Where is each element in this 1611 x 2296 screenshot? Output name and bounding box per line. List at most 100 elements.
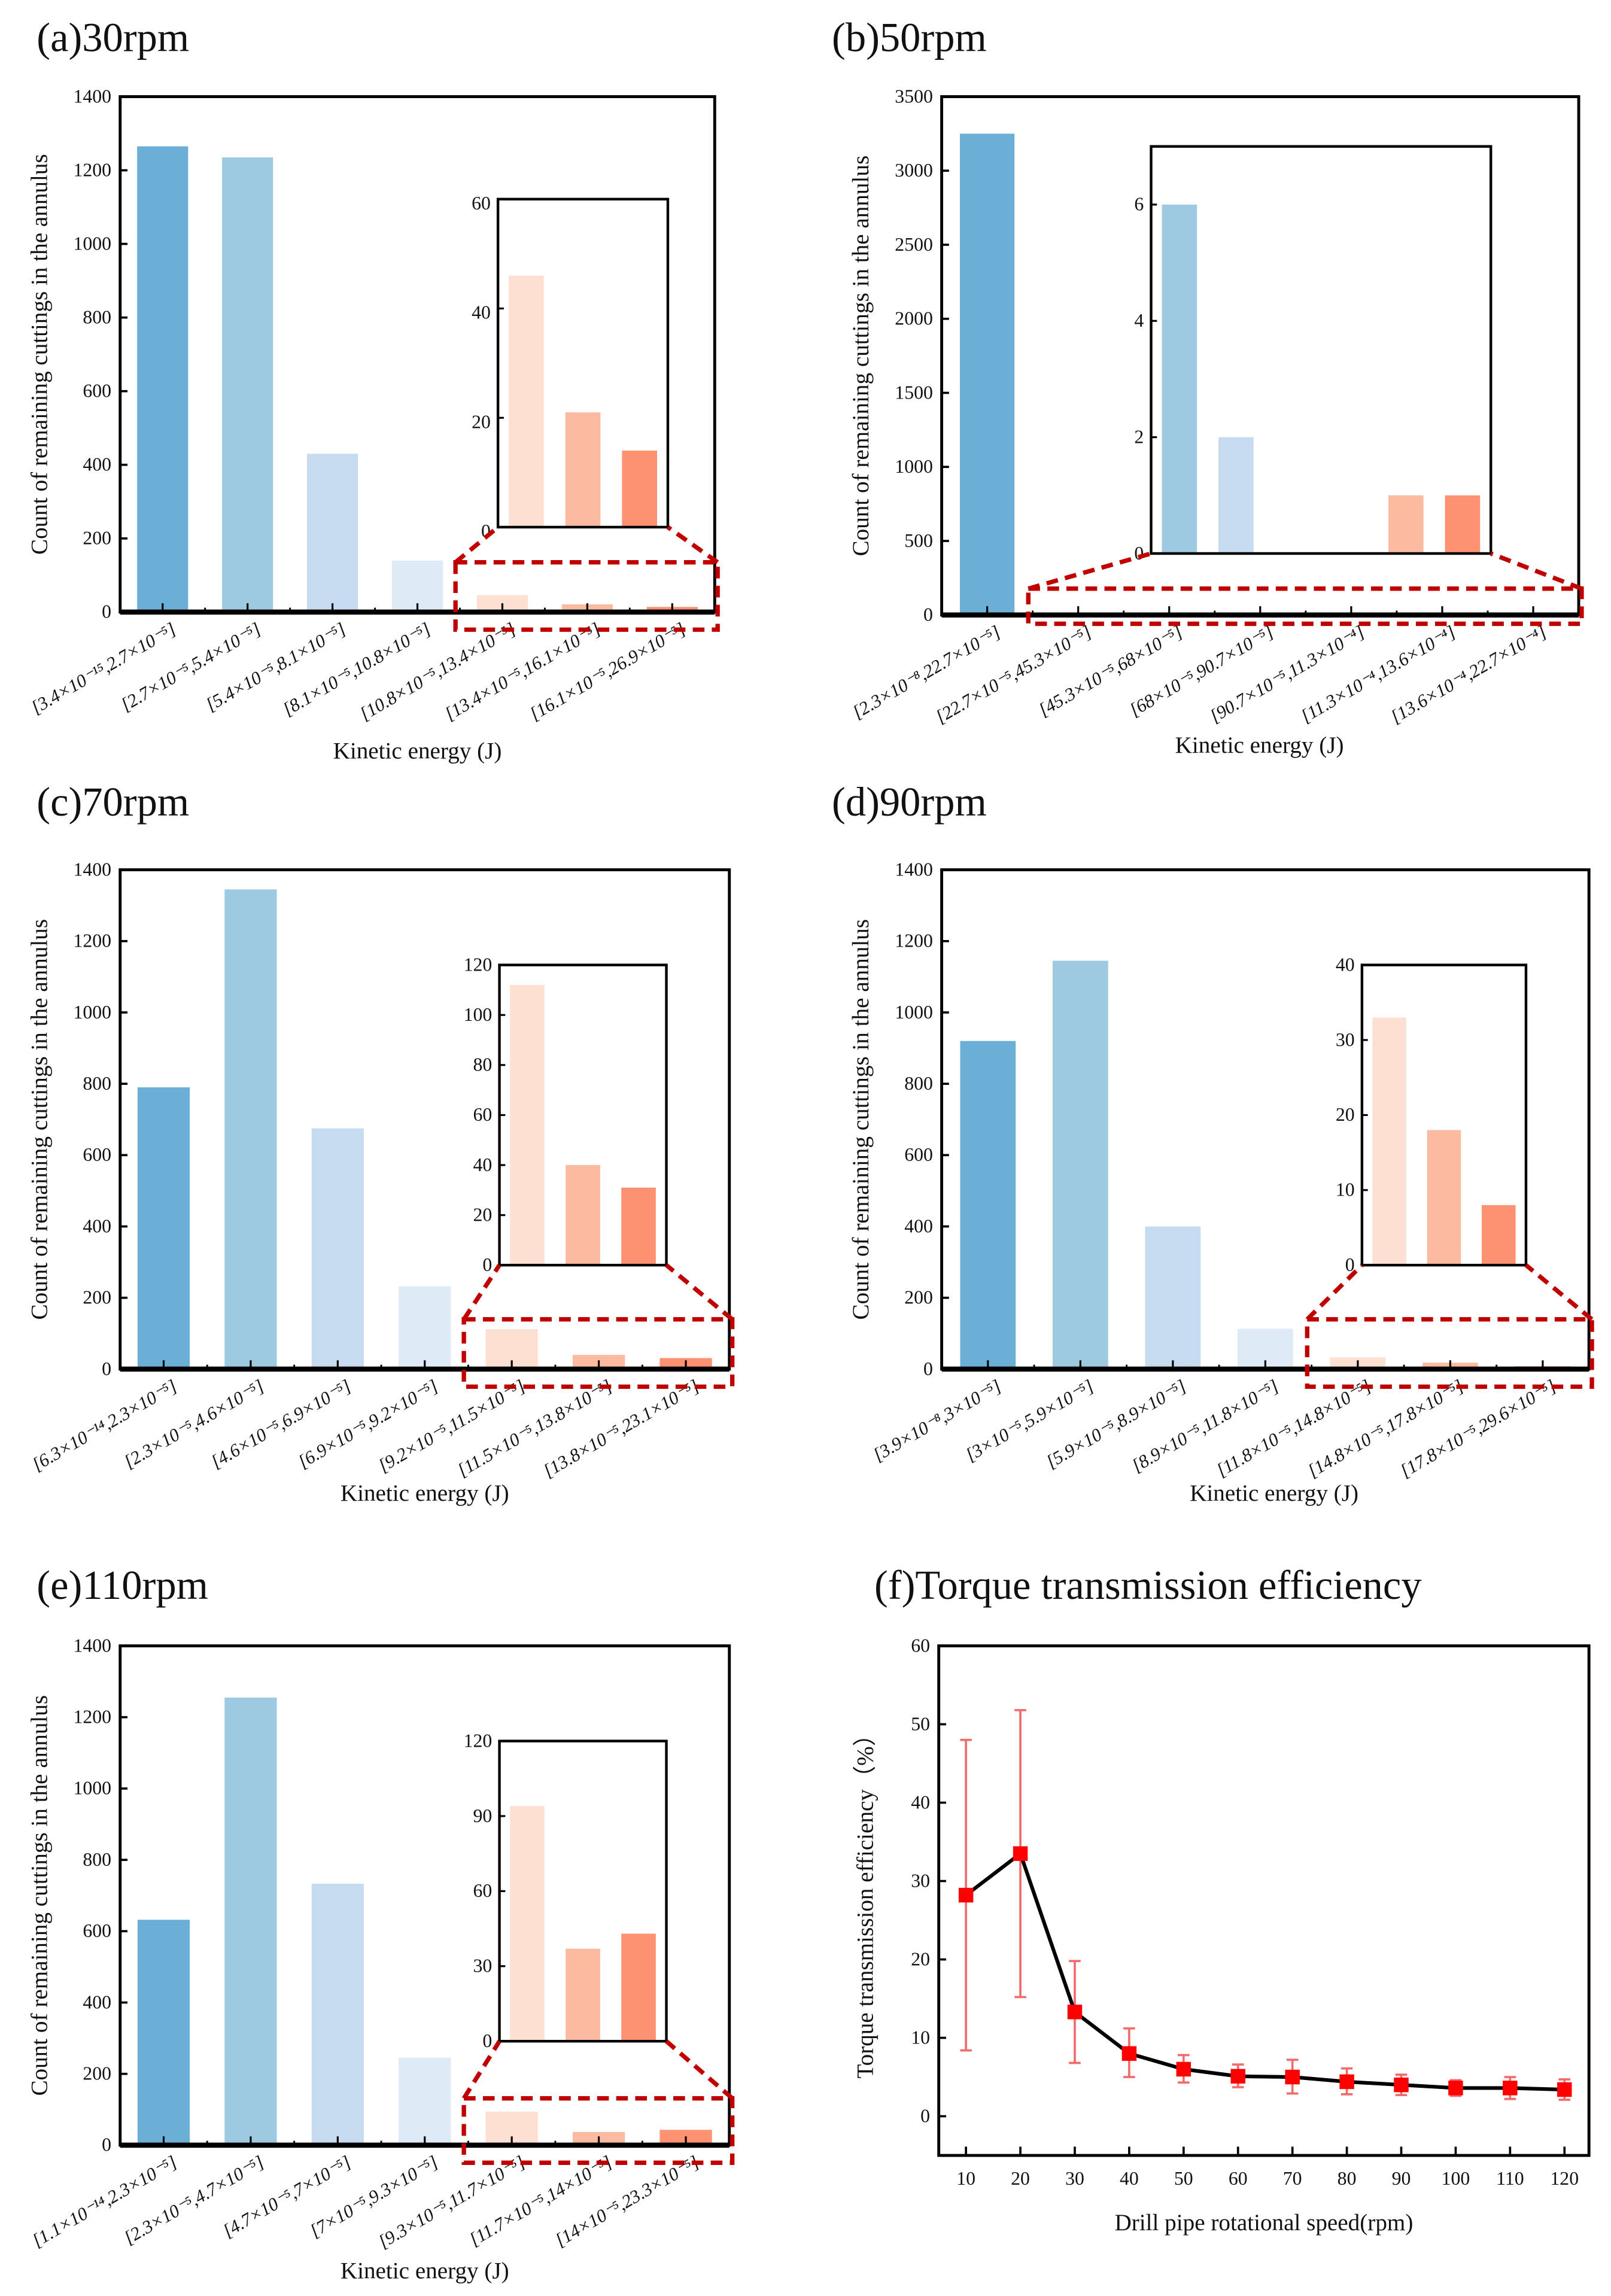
x-axis-label: Kinetic energy (J) bbox=[1190, 1480, 1358, 1506]
inset-bar bbox=[510, 1806, 545, 2042]
zoom-connector-left bbox=[454, 525, 500, 564]
y-tick-label: 500 bbox=[904, 530, 933, 551]
y-tick-label: 1400 bbox=[73, 859, 111, 880]
y-tick-label: 1200 bbox=[73, 159, 111, 180]
zoom-region-box bbox=[461, 1317, 735, 1389]
y-axis-label: Torque transmission efficiency（%） bbox=[853, 1723, 879, 2078]
zoom-region-box bbox=[1026, 586, 1584, 627]
bar bbox=[399, 1286, 451, 1370]
bar bbox=[960, 1041, 1016, 1370]
zoom-connector-left bbox=[462, 2040, 501, 2100]
y-tick-label: 20 bbox=[911, 1948, 930, 1969]
inset-frame bbox=[1360, 963, 1528, 1267]
y-tick-label: 1200 bbox=[73, 930, 111, 951]
y-tick-label: 1400 bbox=[73, 86, 111, 107]
data-point bbox=[1013, 1846, 1028, 1861]
inset-bar bbox=[621, 1933, 656, 2042]
panel-title: (d)90rpm bbox=[832, 779, 987, 825]
inset-y-tick-label: 40 bbox=[1336, 954, 1355, 975]
data-point bbox=[1503, 2081, 1518, 2096]
inset-bar bbox=[1388, 495, 1424, 554]
inset-y-tick-label: 120 bbox=[464, 1730, 493, 1751]
x-tick-label: 100 bbox=[1442, 2168, 1470, 2189]
y-tick-label: 800 bbox=[83, 1073, 111, 1094]
y-tick-label: 0 bbox=[920, 2105, 930, 2126]
x-tick-label: [6.3×10⁻¹⁴,2.3×10⁻⁵] bbox=[29, 1376, 180, 1475]
x-tick-label: [1.1×10⁻¹⁴,2.3×10⁻⁵] bbox=[29, 2152, 180, 2251]
zoom-connector-left bbox=[462, 1264, 501, 1321]
panel-title: (a)30rpm bbox=[37, 15, 189, 60]
zoom-connector-right bbox=[665, 2039, 734, 2100]
inset-bar bbox=[1427, 1130, 1461, 1266]
y-tick-label: 400 bbox=[83, 454, 111, 475]
inset-y-tick-label: 60 bbox=[473, 1880, 493, 1901]
x-tick-label: [17.8×10⁻⁵,29.6×10⁻⁵] bbox=[1397, 1376, 1560, 1482]
inset-bar bbox=[565, 412, 601, 527]
inset-bar bbox=[1481, 1205, 1516, 1266]
x-tick-label: [5.4×10⁻⁵,8.1×10⁻⁵] bbox=[202, 619, 349, 715]
inset-y-tick-label: 120 bbox=[464, 954, 493, 975]
x-tick-label: [10.8×10⁻⁵,13.4×10⁻⁵] bbox=[356, 619, 519, 725]
inset-y-tick-label: 0 bbox=[482, 2030, 492, 2051]
y-tick-label: 60 bbox=[911, 1635, 930, 1656]
x-tick-label: [11.3×10⁻⁴,13.6×10⁻⁴] bbox=[1297, 622, 1459, 727]
data-point bbox=[958, 1887, 974, 1903]
inset-frame bbox=[496, 197, 670, 529]
x-tick-label: 90 bbox=[1392, 2168, 1411, 2189]
y-tick-label: 1400 bbox=[895, 859, 933, 880]
y-tick-label: 200 bbox=[83, 528, 111, 549]
x-tick-label: [11.7×10⁻⁵,14×10⁻⁵] bbox=[466, 2152, 615, 2250]
x-tick-label: 60 bbox=[1229, 2168, 1248, 2189]
y-tick-label: 0 bbox=[923, 604, 933, 625]
x-tick-label: 40 bbox=[1120, 2168, 1139, 2189]
y-tick-label: 1000 bbox=[895, 1002, 933, 1023]
panel-title: (f)Torque transmission efficiency bbox=[874, 1562, 1422, 1608]
x-tick-label: [13.6×10⁻⁴,22.7×10⁻⁴] bbox=[1387, 622, 1550, 728]
inset-bar bbox=[566, 1165, 600, 1266]
x-tick-label: [14×10⁻⁵,23.3×10⁻⁵] bbox=[552, 2152, 703, 2251]
y-tick-label: 1200 bbox=[73, 1706, 111, 1727]
panel-title: (e)110rpm bbox=[37, 1562, 208, 1608]
zoom-region-box bbox=[1305, 1317, 1594, 1389]
panel-1: (b)50rpm Kinetic energy (J) Count of remai… bbox=[832, 15, 1584, 758]
y-tick-label: 1000 bbox=[73, 1002, 111, 1023]
zoom-connector-right bbox=[1490, 551, 1583, 591]
data-point bbox=[1067, 2005, 1083, 2020]
bar bbox=[1145, 1226, 1201, 1370]
y-tick-label: 200 bbox=[83, 1287, 111, 1308]
data-point bbox=[1339, 2074, 1354, 2090]
zoom-connector-right bbox=[1524, 1263, 1594, 1321]
inset-y-tick-label: 80 bbox=[473, 1054, 493, 1075]
y-tick-label: 1500 bbox=[895, 382, 933, 403]
inset-y-tick-label: 20 bbox=[473, 1204, 493, 1225]
inset-bar bbox=[621, 1187, 656, 1266]
inset-frame bbox=[498, 963, 668, 1267]
x-tick-label: [13.8×10⁻⁵,23.1×10⁻⁵] bbox=[540, 1376, 703, 1482]
y-tick-label: 0 bbox=[102, 2134, 111, 2155]
bar bbox=[307, 454, 358, 612]
y-tick-label: 600 bbox=[904, 1144, 933, 1165]
inset-y-tick-label: 10 bbox=[1336, 1179, 1355, 1200]
data-point bbox=[1230, 2069, 1245, 2084]
y-tick-label: 1000 bbox=[73, 233, 111, 254]
data-point bbox=[1121, 2046, 1137, 2061]
y-tick-label: 50 bbox=[911, 1713, 930, 1734]
inset-y-tick-label: 0 bbox=[1345, 1254, 1355, 1275]
x-tick-label: [9.3×10⁻⁵,11.7×10⁻⁵] bbox=[375, 2152, 528, 2252]
x-tick-label: 10 bbox=[956, 2168, 975, 2189]
y-tick-label: 800 bbox=[83, 1849, 111, 1870]
y-tick-label: 0 bbox=[923, 1358, 933, 1379]
inset-y-tick-label: 20 bbox=[472, 411, 491, 432]
y-axis-label: Count of remaining cuttings in the annul… bbox=[26, 1695, 52, 2096]
zoom-connector-right bbox=[665, 1263, 734, 1321]
x-tick-label: 120 bbox=[1550, 2168, 1579, 2189]
y-tick-label: 2000 bbox=[895, 308, 933, 329]
y-tick-label: 1400 bbox=[73, 1635, 111, 1656]
x-tick-label: [3.4×10⁻¹⁵,2.7×10⁻⁵] bbox=[28, 619, 179, 718]
x-axis-label: Kinetic energy (J) bbox=[341, 1480, 509, 1506]
bar bbox=[224, 1697, 277, 2145]
inset-y-tick-label: 30 bbox=[473, 1956, 493, 1976]
inset-bar bbox=[622, 451, 657, 527]
zoom-region-box bbox=[461, 2096, 735, 2165]
